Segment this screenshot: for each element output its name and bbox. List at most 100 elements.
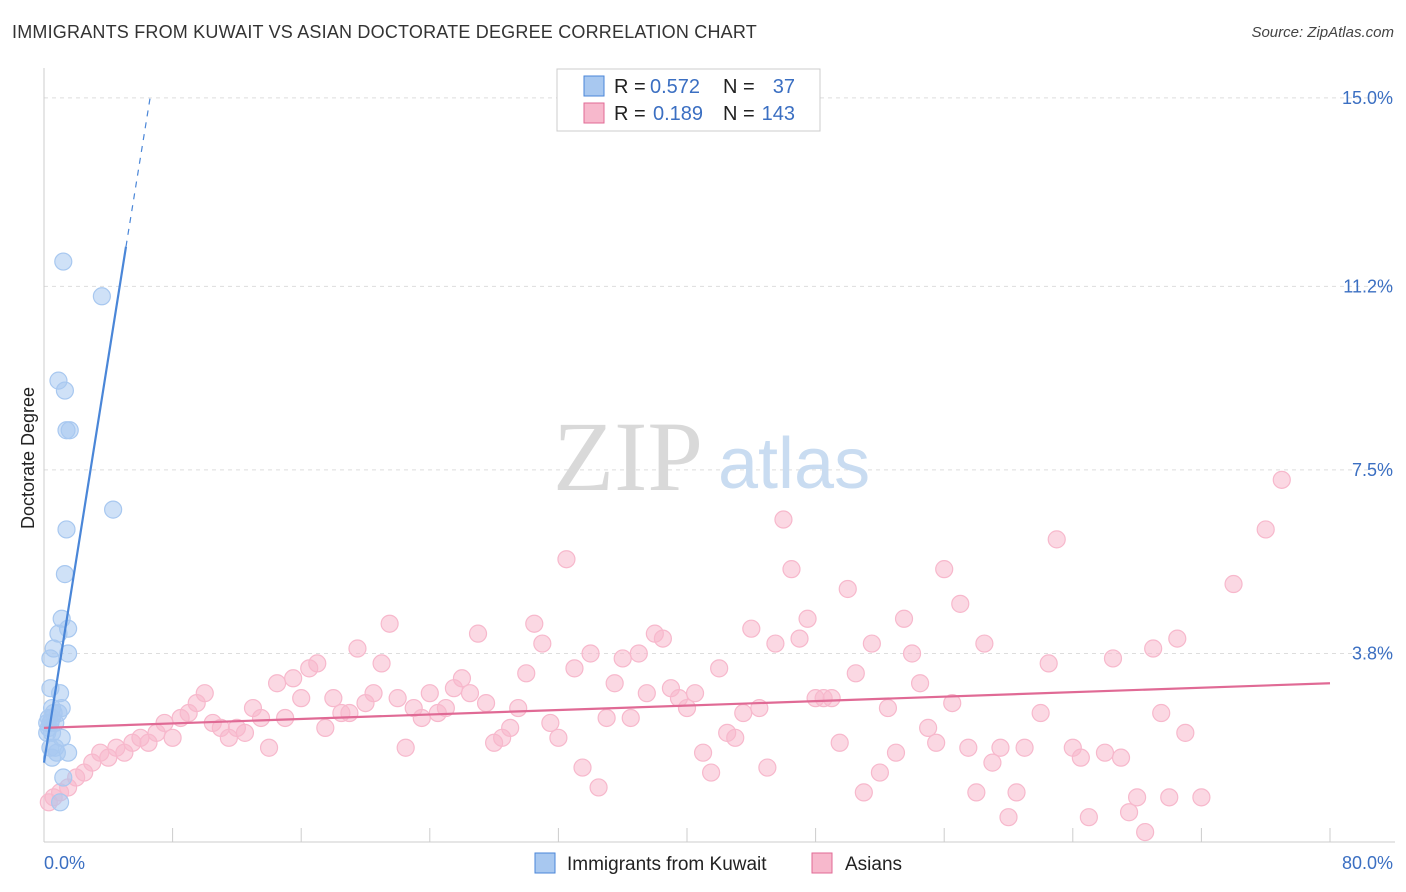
- point-asians-138[interactable]: [1168, 629, 1187, 648]
- point-asians-44[interactable]: [388, 689, 407, 708]
- point-asians-62[interactable]: [533, 634, 552, 653]
- point-asians-141[interactable]: [1224, 574, 1243, 594]
- point-asians-36[interactable]: [324, 689, 343, 708]
- point-asians-53[interactable]: [460, 684, 480, 703]
- point-asians-75[interactable]: [637, 684, 656, 703]
- point-kuwait-14[interactable]: [59, 644, 78, 663]
- point-asians-102[interactable]: [854, 783, 873, 802]
- point-asians-118[interactable]: [983, 753, 1002, 772]
- point-kuwait-8[interactable]: [55, 565, 74, 584]
- point-asians-72[interactable]: [613, 649, 632, 668]
- point-asians-106[interactable]: [886, 743, 906, 762]
- point-asians-71[interactable]: [605, 674, 624, 693]
- point-asians-99[interactable]: [830, 733, 849, 752]
- point-asians-65[interactable]: [557, 550, 576, 569]
- point-asians-31[interactable]: [284, 669, 303, 688]
- point-asians-86[interactable]: [726, 728, 745, 747]
- point-asians-84[interactable]: [710, 659, 729, 678]
- point-asians-77[interactable]: [653, 629, 672, 648]
- point-asians-120[interactable]: [999, 808, 1018, 827]
- point-asians-132[interactable]: [1119, 803, 1139, 822]
- point-asians-107[interactable]: [894, 609, 914, 628]
- point-kuwait-5[interactable]: [60, 421, 79, 440]
- point-kuwait-3[interactable]: [55, 381, 74, 400]
- point-asians-90[interactable]: [758, 758, 777, 777]
- point-asians-108[interactable]: [902, 644, 922, 663]
- point-asians-41[interactable]: [364, 684, 383, 703]
- point-asians-73[interactable]: [621, 708, 640, 728]
- point-asians-58[interactable]: [501, 718, 520, 737]
- point-asians-68[interactable]: [581, 644, 600, 663]
- point-asians-128[interactable]: [1079, 808, 1098, 827]
- point-asians-140[interactable]: [1192, 788, 1211, 807]
- point-asians-59[interactable]: [509, 698, 528, 718]
- point-asians-42[interactable]: [372, 654, 391, 673]
- point-asians-104[interactable]: [870, 763, 890, 782]
- point-asians-88[interactable]: [742, 619, 761, 638]
- point-asians-131[interactable]: [1111, 748, 1131, 767]
- point-asians-83[interactable]: [702, 763, 721, 782]
- point-asians-137[interactable]: [1160, 788, 1179, 807]
- point-asians-87[interactable]: [734, 703, 753, 723]
- point-asians-27[interactable]: [251, 708, 271, 728]
- point-asians-100[interactable]: [838, 579, 857, 599]
- point-asians-63[interactable]: [541, 713, 560, 733]
- point-asians-105[interactable]: [878, 698, 898, 718]
- point-asians-95[interactable]: [798, 609, 817, 628]
- point-asians-54[interactable]: [468, 624, 488, 643]
- point-asians-93[interactable]: [782, 560, 801, 579]
- point-asians-117[interactable]: [975, 634, 994, 653]
- point-asians-98[interactable]: [822, 689, 841, 708]
- point-asians-81[interactable]: [685, 684, 705, 703]
- point-asians-101[interactable]: [846, 664, 865, 683]
- point-asians-130[interactable]: [1103, 649, 1123, 668]
- point-asians-25[interactable]: [235, 723, 255, 742]
- point-asians-109[interactable]: [910, 674, 930, 693]
- point-asians-29[interactable]: [267, 674, 287, 693]
- point-asians-122[interactable]: [1015, 738, 1034, 757]
- point-asians-136[interactable]: [1152, 703, 1171, 723]
- point-asians-69[interactable]: [589, 778, 608, 797]
- point-asians-80[interactable]: [677, 698, 697, 718]
- point-asians-28[interactable]: [259, 738, 279, 757]
- point-asians-119[interactable]: [991, 738, 1010, 757]
- point-asians-91[interactable]: [766, 634, 785, 653]
- point-asians-135[interactable]: [1144, 639, 1163, 658]
- point-asians-64[interactable]: [549, 728, 568, 747]
- point-asians-70[interactable]: [597, 708, 616, 728]
- point-asians-47[interactable]: [412, 708, 431, 728]
- series-legend-swatch-kuwait[interactable]: [534, 852, 556, 874]
- point-asians-94[interactable]: [790, 629, 809, 648]
- point-asians-103[interactable]: [862, 634, 881, 653]
- point-asians-66[interactable]: [565, 659, 584, 678]
- point-asians-134[interactable]: [1136, 822, 1155, 842]
- point-asians-142[interactable]: [1256, 520, 1275, 539]
- point-kuwait-0[interactable]: [54, 252, 73, 271]
- point-kuwait-6[interactable]: [104, 500, 123, 519]
- point-kuwait-1[interactable]: [92, 287, 111, 306]
- point-asians-110[interactable]: [919, 718, 938, 737]
- point-asians-20[interactable]: [195, 684, 214, 703]
- point-asians-143[interactable]: [1272, 470, 1291, 489]
- point-asians-121[interactable]: [1007, 783, 1026, 802]
- point-asians-116[interactable]: [967, 783, 986, 802]
- point-asians-113[interactable]: [943, 693, 962, 713]
- point-asians-82[interactable]: [693, 743, 713, 762]
- series-legend-swatch-asians[interactable]: [811, 852, 833, 874]
- point-kuwait-34[interactable]: [54, 768, 73, 787]
- point-asians-114[interactable]: [951, 594, 970, 613]
- point-asians-30[interactable]: [276, 708, 295, 728]
- point-asians-124[interactable]: [1039, 654, 1058, 673]
- point-asians-115[interactable]: [959, 738, 978, 757]
- point-kuwait-33[interactable]: [47, 743, 66, 762]
- point-asians-52[interactable]: [452, 669, 472, 688]
- point-asians-32[interactable]: [292, 689, 311, 708]
- point-asians-129[interactable]: [1095, 743, 1115, 762]
- point-kuwait-13[interactable]: [41, 649, 60, 668]
- point-asians-55[interactable]: [476, 693, 496, 713]
- point-asians-92[interactable]: [774, 510, 793, 529]
- point-asians-34[interactable]: [308, 654, 327, 673]
- point-asians-125[interactable]: [1047, 530, 1066, 549]
- point-asians-45[interactable]: [396, 738, 415, 757]
- point-asians-111[interactable]: [927, 733, 946, 752]
